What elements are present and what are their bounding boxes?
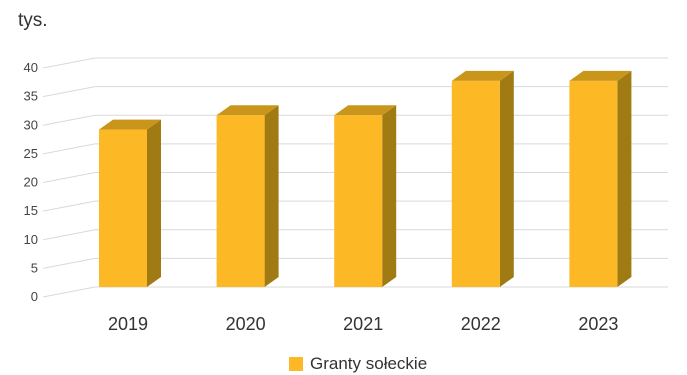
y-tick-label: 30	[24, 117, 38, 132]
bar	[216, 115, 265, 287]
y-tick-label: 0	[31, 289, 38, 304]
gridline-floor-segment	[42, 229, 96, 241]
bar	[451, 80, 500, 288]
gridline-floor-segment	[42, 143, 96, 155]
y-tick-label: 35	[24, 89, 38, 104]
gridline-floor-segment	[42, 200, 96, 212]
legend: Granty sołeckie	[289, 354, 427, 374]
gridline-floor-segment	[42, 286, 96, 298]
y-tick-label: 15	[24, 203, 38, 218]
bar	[334, 115, 383, 287]
gridline-floor-segment	[42, 257, 96, 269]
x-axis-ticks: 2019 2020 2021 2022 2023	[108, 314, 618, 334]
x-tick-label: 2021	[343, 314, 383, 334]
bar-top	[216, 105, 279, 116]
x-tick-label: 2019	[108, 314, 148, 334]
x-tick-label: 2020	[226, 314, 266, 334]
bars	[99, 70, 632, 288]
y-tick-label: 20	[24, 175, 38, 190]
bar-side	[499, 70, 514, 288]
bar-side	[382, 105, 397, 287]
bar-top	[99, 119, 161, 130]
y-tick-label: 25	[24, 146, 38, 161]
bar-side	[264, 105, 279, 287]
bar	[569, 80, 618, 288]
y-tick-label: 5	[31, 260, 38, 275]
bar-side	[147, 119, 161, 287]
gridline-floor-segment	[42, 172, 96, 183]
bar	[99, 129, 147, 287]
x-tick-label: 2023	[578, 314, 618, 334]
y-axis-unit-label: tys.	[18, 10, 48, 31]
gridline-floor-segment	[42, 114, 96, 126]
gridline-floor-segment	[42, 57, 96, 69]
y-tick-label: 10	[24, 232, 38, 247]
legend-swatch	[289, 357, 303, 371]
bar-side	[617, 70, 632, 288]
x-tick-label: 2022	[461, 314, 501, 334]
bar-top	[334, 105, 397, 116]
legend-label: Granty sołeckie	[310, 354, 428, 373]
bar-top	[569, 70, 632, 81]
y-tick-label: 40	[24, 60, 38, 75]
gridline-floor-segment	[42, 86, 96, 98]
bar-top	[451, 70, 514, 81]
y-axis-ticks: 0 5 10 15 20 25 30 35 40	[24, 60, 38, 304]
